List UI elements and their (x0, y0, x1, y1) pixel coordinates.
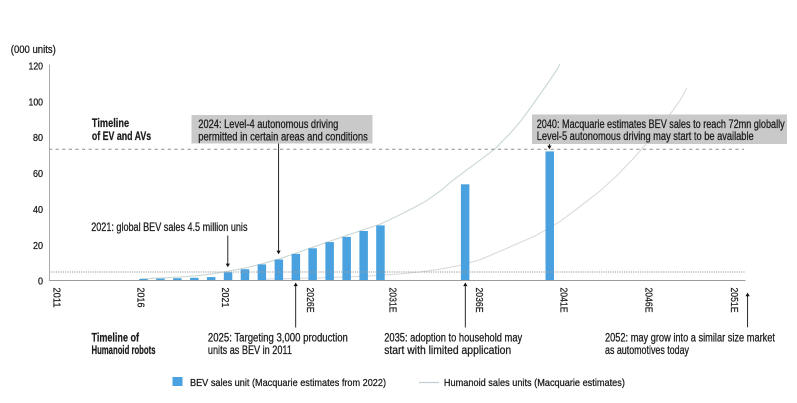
svg-text:2026E: 2026E (304, 288, 315, 313)
svg-text:2031E: 2031E (386, 288, 397, 313)
svg-text:120: 120 (29, 62, 44, 73)
svg-text:2025: Targeting 3,000 producti: 2025: Targeting 3,000 production (208, 331, 348, 345)
svg-text:2052: may grow into a similar: 2052: may grow into a similar size marke… (605, 331, 776, 345)
svg-text:(000 units): (000 units) (11, 44, 56, 56)
svg-text:2021: 2021 (219, 288, 230, 308)
svg-text:60: 60 (33, 169, 43, 180)
svg-text:2040: Macquarie estimates BEV: 2040: Macquarie estimates BEV sales to r… (537, 117, 785, 131)
svg-text:units as BEV in 2011: units as BEV in 2011 (208, 343, 292, 357)
svg-text:permitted in certain areas and: permitted in certain areas and condition… (198, 129, 367, 143)
svg-text:Timeline: Timeline (92, 116, 129, 130)
svg-text:start with limited application: start with limited application (384, 343, 511, 357)
svg-text:as automotives today: as automotives today (605, 343, 689, 357)
svg-text:2011: 2011 (51, 288, 62, 308)
svg-text:100: 100 (29, 97, 44, 108)
svg-text:of EV and AVs: of EV and AVs (92, 129, 152, 143)
svg-text:2051E: 2051E (728, 288, 739, 313)
svg-text:2035: adoption to household ma: 2035: adoption to household may (384, 331, 522, 345)
svg-text:2021: global BEV sales 4.5 mil: 2021: global BEV sales 4.5 million unis (91, 220, 247, 234)
svg-text:0: 0 (38, 277, 43, 288)
svg-text:20: 20 (33, 241, 43, 252)
svg-text:80: 80 (33, 133, 43, 144)
svg-text:2016: 2016 (134, 288, 145, 308)
svg-text:2024: Level-4 autonomous drivi: 2024: Level-4 autonomous driving (198, 117, 338, 131)
svg-text:2036E: 2036E (473, 288, 484, 313)
svg-text:BEV sales unit (Macquarie esti: BEV sales unit (Macquarie estimates from… (190, 377, 386, 389)
svg-text:40: 40 (33, 205, 43, 216)
svg-text:Humanoid sales units (Macquari: Humanoid sales units (Macquarie estimate… (444, 377, 625, 389)
svg-text:Level-5 autonomous driving may: Level-5 autonomous driving may start to … (537, 129, 754, 143)
svg-text:Humanoid robots: Humanoid robots (92, 343, 156, 357)
svg-text:Timeline of: Timeline of (92, 331, 140, 345)
svg-text:2046E: 2046E (642, 288, 653, 313)
svg-text:2041E: 2041E (558, 288, 569, 313)
